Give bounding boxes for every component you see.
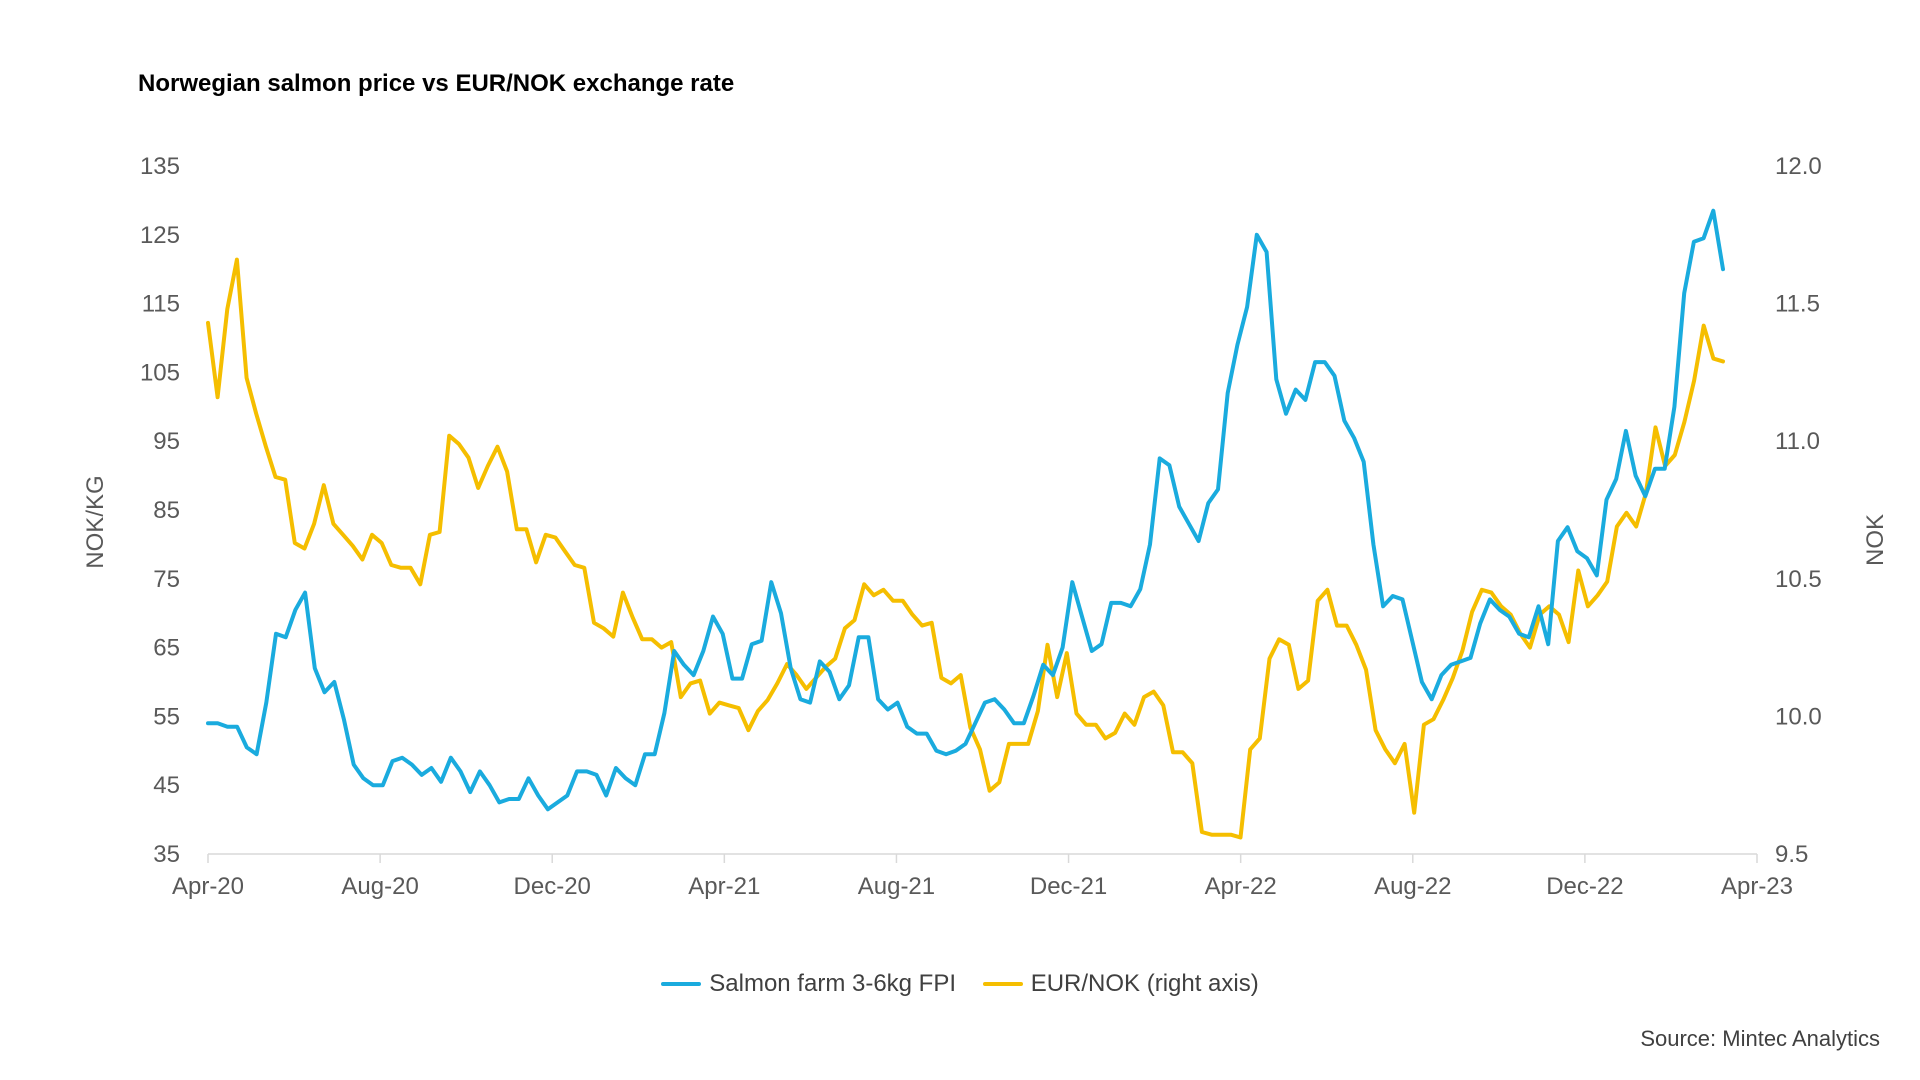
x-tick-label: Apr-21 <box>688 873 760 900</box>
x-tick-label: Apr-23 <box>1721 873 1793 900</box>
y-left-tick-label: 85 <box>153 497 180 524</box>
y-right-tick-label: 11.5 <box>1775 291 1820 318</box>
series-line-salmon <box>206 208 1725 812</box>
y-left-tick-label: 95 <box>153 428 180 455</box>
legend-label-salmon: Salmon farm 3-6kg FPI <box>709 970 957 997</box>
y-left-tick-label: 125 <box>140 222 180 249</box>
y-left-tick-label: 35 <box>153 841 180 868</box>
y-right-tick-label: 10.5 <box>1775 566 1822 593</box>
series-line-eurnok <box>206 257 1725 840</box>
x-tick-label: Apr-20 <box>172 873 244 900</box>
legend-swatch-salmon <box>661 982 702 986</box>
x-axis-ticks <box>207 854 1758 863</box>
chart-title: Norwegian salmon price vs EUR/NOK exchan… <box>138 70 735 97</box>
y-left-tick-label: 75 <box>153 566 180 593</box>
x-tick-label: Dec-22 <box>1546 873 1623 900</box>
y-left-tick-label: 65 <box>153 635 180 662</box>
x-tick-label: Dec-20 <box>514 873 591 900</box>
x-tick-label: Aug-22 <box>1374 873 1451 900</box>
y-left-axis-title: NOK/KG <box>82 475 109 568</box>
y-right-tick-label: 9.5 <box>1775 841 1808 868</box>
x-tick-label: Apr-22 <box>1205 873 1277 900</box>
x-tick-label: Dec-21 <box>1030 873 1107 900</box>
x-tick-label: Aug-21 <box>858 873 935 900</box>
y-right-tick-label: 10.0 <box>1775 703 1822 730</box>
y-right-tick-label: 11.0 <box>1775 428 1820 455</box>
legend-label-eurnok: EUR/NOK (right axis) <box>1030 970 1259 997</box>
legend-swatch-eurnok <box>982 982 1023 986</box>
x-axis-tick-labels: Apr-20 Aug-20 Dec-20 Apr-21 Aug-21 Dec-21 Apr-… <box>172 873 1793 900</box>
y-right-tick-label: 12.0 <box>1775 153 1822 180</box>
y-left-tick-label: 115 <box>142 291 180 318</box>
source-note: Source: Mintec Analytics <box>1640 1026 1880 1051</box>
y-right-tick-labels: 12.0 11.5 11.0 10.5 10.0 9.5 <box>1775 153 1822 868</box>
y-left-tick-label: 45 <box>153 772 180 799</box>
legend-item-salmon[interactable]: Salmon farm 3-6kg FPI <box>661 970 956 998</box>
y-left-tick-labels: 135 125 115 105 95 85 75 65 55 45 35 <box>140 153 180 868</box>
series-lines <box>206 208 1725 840</box>
x-tick-label: Aug-20 <box>341 873 418 900</box>
y-left-tick-label: 105 <box>140 359 180 386</box>
y-left-tick-label: 135 <box>140 153 180 180</box>
y-left-tick-label: 55 <box>153 703 180 730</box>
legend-item-eurnok[interactable]: EUR/NOK (right axis) <box>982 970 1259 998</box>
chart-legend: Salmon farm 3-6kg FPI EUR/NOK (right axi… <box>0 965 1920 998</box>
y-right-axis-title: NOK <box>1862 514 1889 566</box>
